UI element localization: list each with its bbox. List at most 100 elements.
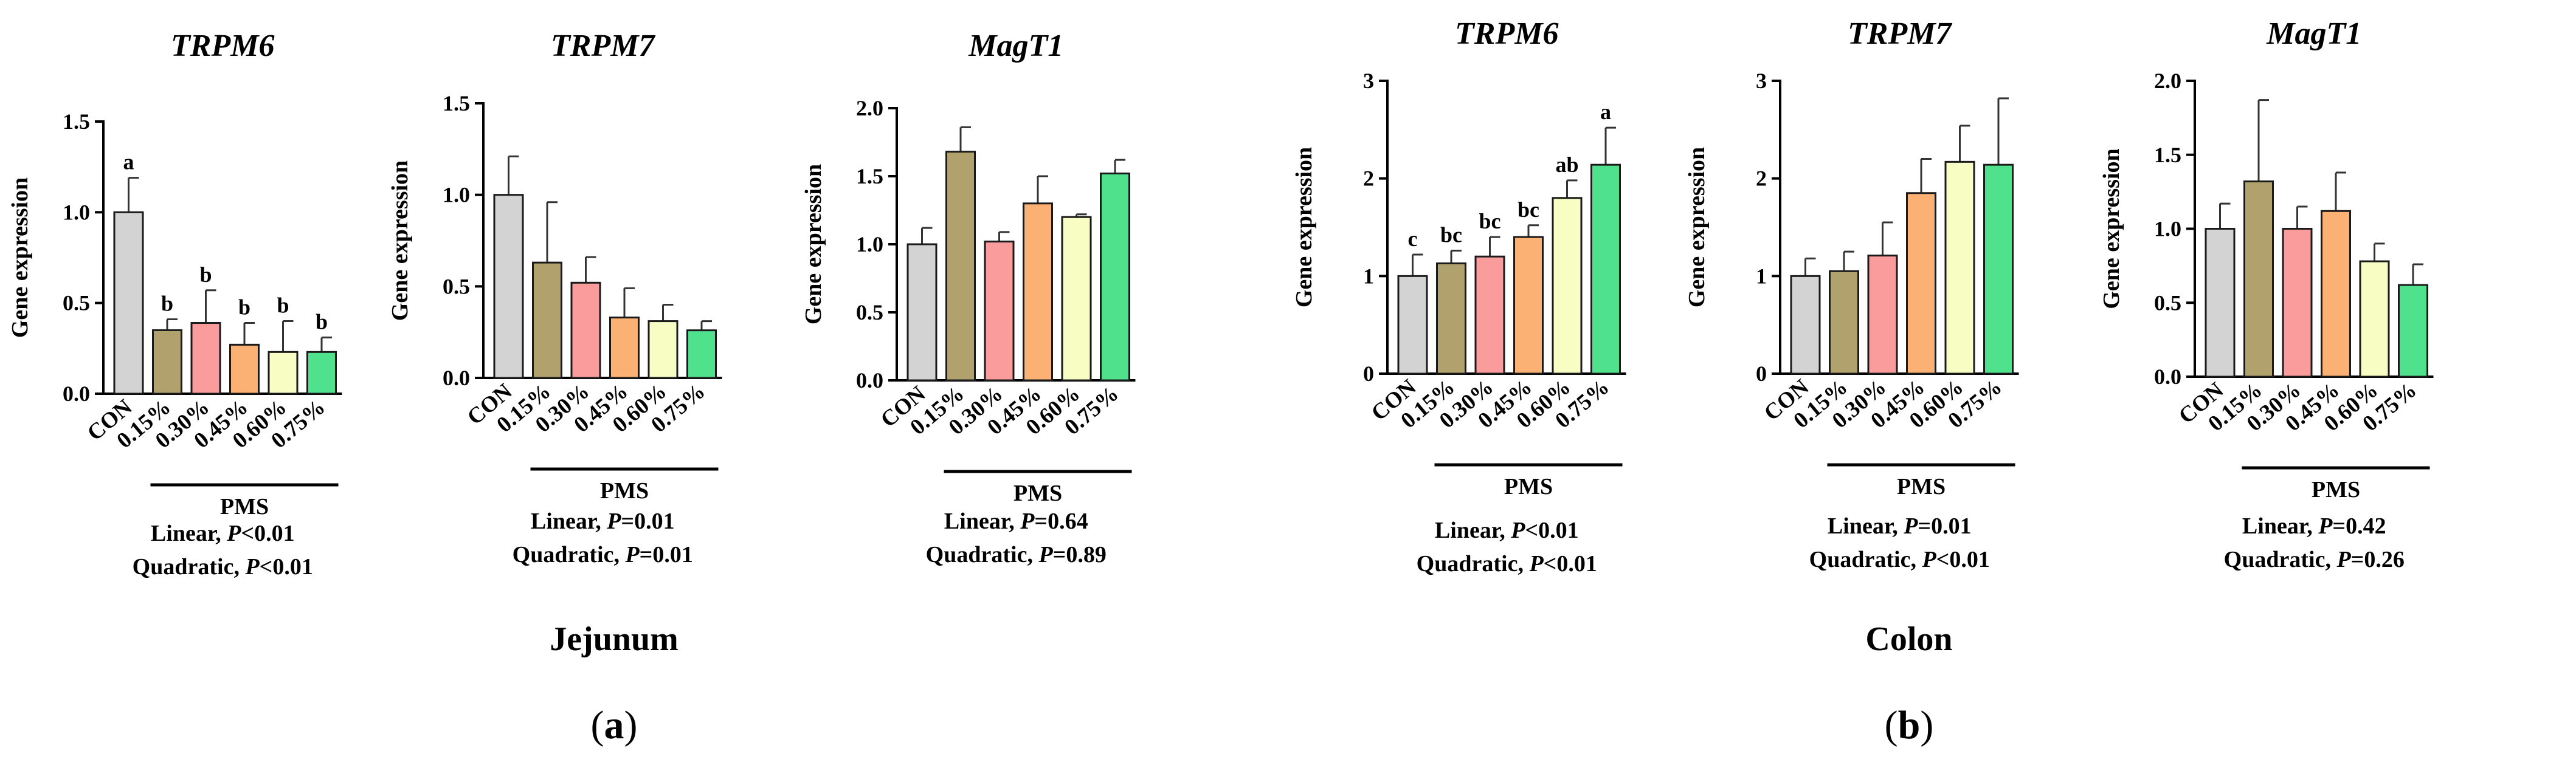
- bar-CON: [113, 211, 144, 395]
- stat-prefix: Quadratic,: [926, 542, 1039, 567]
- group-label: PMS: [2312, 477, 2360, 502]
- bar-0.75%: [2398, 284, 2428, 378]
- y-tick-label: 0.5: [2154, 290, 2181, 315]
- y-tick-label: 0.0: [443, 366, 470, 390]
- stat-value: =0.42: [2332, 513, 2386, 539]
- chart-title: MagT1: [968, 29, 1063, 63]
- y-axis-label: Gene expression: [1684, 147, 1710, 307]
- stat-value: =0.01: [621, 509, 674, 534]
- stat-value: =0.01: [1918, 513, 1971, 539]
- panel-label-b-open: (: [1885, 703, 1898, 747]
- y-tick-label: 1.5: [856, 164, 883, 188]
- y-tick-label: 0.0: [856, 368, 883, 393]
- group-label: PMS: [1897, 474, 1946, 499]
- stat-value: =0.89: [1053, 542, 1107, 567]
- stat-prefix: Quadratic,: [1809, 547, 1922, 572]
- bar-CON: [493, 194, 524, 379]
- y-tick-label: 1.0: [63, 200, 90, 224]
- stat-quadratic: Quadratic, P<0.01: [133, 554, 313, 580]
- significance-letter: a: [123, 150, 134, 174]
- stat-p-symbol: P: [226, 521, 241, 546]
- stat-p-symbol: P: [2336, 547, 2351, 572]
- stat-p-symbol: P: [1020, 509, 1035, 534]
- y-axis-label: Gene expression: [801, 164, 826, 324]
- bar-0.60%: [1061, 216, 1092, 382]
- panel-label-a-close: ): [624, 703, 638, 747]
- y-tick-label: 2.0: [856, 96, 883, 120]
- y-tick-label: 0.0: [2154, 365, 2181, 389]
- stat-linear: Linear, P<0.01: [151, 521, 295, 546]
- bar-CON: [906, 243, 938, 382]
- stat-linear: Linear, P=0.42: [2242, 513, 2386, 539]
- y-tick-label: 2.0: [2154, 69, 2181, 93]
- bar-0.30%: [1474, 255, 1505, 375]
- y-tick-label: 0.5: [63, 291, 90, 315]
- y-tick-label: 1.5: [443, 91, 470, 115]
- stat-quadratic: Quadratic, P=0.01: [513, 542, 693, 567]
- group-label: PMS: [220, 494, 269, 519]
- significance-letter: b: [161, 292, 173, 316]
- stat-prefix: Linear,: [1435, 518, 1511, 543]
- bar-0.60%: [1552, 197, 1583, 375]
- y-tick-label: 1.5: [2154, 143, 2181, 167]
- bar-0.30%: [984, 241, 1015, 382]
- stat-linear: Linear, P=0.64: [944, 509, 1088, 534]
- bar-CON: [1790, 275, 1821, 375]
- group-label: PMS: [600, 478, 649, 504]
- stat-value: =0.26: [2351, 547, 2405, 572]
- stat-prefix: Linear,: [531, 509, 607, 534]
- y-tick-label: 1.0: [2154, 217, 2181, 241]
- stat-prefix: Linear,: [151, 521, 227, 546]
- panel-label-b-close: ): [1920, 703, 1933, 747]
- y-axis-label: Gene expression: [387, 160, 413, 321]
- bar-0.30%: [1867, 255, 1898, 375]
- bar-0.75%: [306, 351, 337, 395]
- significance-letter: b: [316, 309, 328, 334]
- y-tick-label: 1.0: [443, 183, 470, 207]
- chart-title: TRPM7: [1848, 16, 1952, 51]
- bar-0.30%: [190, 322, 221, 395]
- stat-value: <0.01: [1936, 547, 1990, 572]
- y-tick-label: 0.5: [443, 274, 470, 298]
- stat-quadratic: Quadratic, P=0.89: [926, 542, 1107, 567]
- bar-0.45%: [2321, 210, 2351, 378]
- y-tick-label: 0.0: [63, 382, 90, 406]
- stat-p-symbol: P: [624, 542, 640, 567]
- bar-0.30%: [570, 281, 601, 379]
- bar-0.15%: [152, 329, 182, 395]
- bar-0.15%: [1436, 262, 1466, 375]
- y-axis-label: Gene expression: [2099, 148, 2124, 309]
- section-label-colon: Colon: [1865, 620, 1952, 658]
- stat-p-symbol: P: [1038, 542, 1053, 567]
- stat-quadratic: Quadratic, P<0.01: [1417, 551, 1597, 577]
- bar-0.15%: [1829, 270, 1859, 375]
- stat-p-symbol: P: [1528, 551, 1544, 577]
- bar-0.45%: [1023, 202, 1053, 382]
- y-tick-label: 3: [1363, 69, 1374, 93]
- bar-0.45%: [1513, 236, 1544, 375]
- y-tick-label: 1.0: [856, 232, 883, 256]
- stat-value: <0.01: [1525, 518, 1578, 543]
- significance-letter: bc: [1518, 197, 1539, 222]
- significance-letter: b: [199, 262, 212, 287]
- panel-label-a: (a): [591, 703, 638, 747]
- panel-label-b: (b): [1885, 703, 1934, 747]
- bar-0.45%: [609, 317, 640, 379]
- y-tick-label: 1: [1363, 264, 1374, 288]
- chart-title: MagT1: [2266, 16, 2361, 51]
- stat-prefix: Quadratic,: [1417, 551, 1530, 577]
- bar-0.75%: [1590, 163, 1621, 375]
- y-tick-label: 1.5: [63, 109, 90, 134]
- significance-letter: a: [1600, 100, 1611, 124]
- bar-0.75%: [686, 329, 717, 379]
- bar-0.60%: [1944, 160, 1975, 375]
- y-tick-label: 1: [1756, 264, 1767, 288]
- bar-0.75%: [1983, 163, 2014, 375]
- stat-p-symbol: P: [1921, 547, 1936, 572]
- stat-prefix: Linear,: [1828, 513, 1904, 539]
- bar-0.60%: [268, 351, 299, 395]
